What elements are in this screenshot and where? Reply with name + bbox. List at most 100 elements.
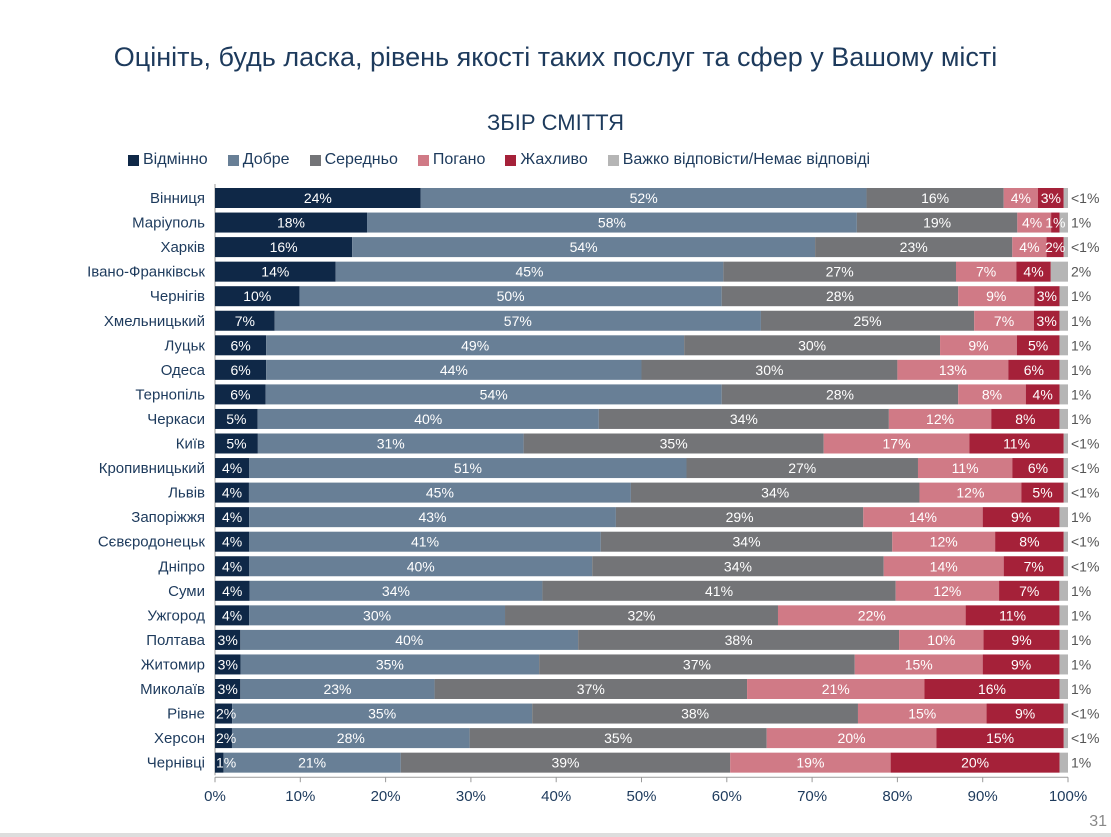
bar-segment [1003, 188, 1038, 208]
bar-segment [982, 507, 1060, 528]
data-label: 28% [337, 730, 365, 746]
data-label: 52% [630, 190, 658, 206]
data-label: 16% [978, 681, 1006, 697]
data-label: 11% [952, 460, 979, 476]
category-label: Тернопіль [135, 386, 205, 403]
data-label: 34% [730, 411, 758, 427]
data-label: 30% [755, 362, 783, 378]
data-label: 6% [230, 362, 250, 378]
data-label: 1% [1071, 681, 1091, 697]
data-label: 7% [235, 313, 255, 329]
x-tick-label: 100% [1049, 788, 1087, 805]
data-label: 4% [1022, 215, 1042, 231]
data-label: 37% [577, 681, 605, 697]
bar-segment [249, 556, 593, 577]
category-label: Кропивницький [99, 460, 205, 477]
data-label: 35% [376, 656, 404, 672]
bar-segment [215, 433, 258, 454]
bar-segment [215, 188, 421, 208]
bar-segment [352, 237, 816, 258]
data-label: 1% [1071, 215, 1091, 231]
legend-swatch [128, 154, 139, 166]
data-label: 34% [382, 583, 410, 599]
bar-segment [1059, 752, 1068, 773]
bar-segment [747, 679, 925, 699]
data-label: 1% [1071, 362, 1091, 378]
data-label: 20% [961, 755, 989, 771]
bar-segment [1017, 212, 1052, 233]
bar-segment [1063, 458, 1068, 479]
legend-label: Жахливо [520, 151, 588, 168]
bar-segment [892, 531, 996, 552]
bar-segment [232, 703, 533, 724]
data-label: 34% [761, 485, 789, 501]
data-label: 2% [1045, 239, 1065, 255]
data-label: 1% [1071, 583, 1091, 599]
data-label: 37% [683, 656, 711, 672]
bar-segment [1063, 188, 1068, 208]
bar-segment [721, 286, 959, 307]
bar-segment [223, 752, 401, 773]
category-label: Ужгород [147, 607, 205, 624]
bar-segment [215, 629, 241, 650]
data-label: 8% [1019, 534, 1039, 550]
data-label: 1% [1071, 288, 1091, 304]
category-label: Київ [176, 436, 205, 453]
data-label: 4% [222, 583, 242, 599]
bar-segment [1063, 482, 1068, 503]
bar-segment [999, 580, 1060, 601]
bar-segment [1059, 286, 1068, 307]
data-label: 22% [858, 607, 886, 623]
legend-swatch [227, 154, 239, 166]
bar-segment [215, 212, 368, 233]
data-label: 2% [216, 706, 236, 722]
data-label: 3% [1037, 313, 1057, 329]
bar-segment [1063, 237, 1068, 258]
bar-segment [1063, 556, 1068, 577]
legend-swatch [309, 154, 321, 166]
bar-segment [249, 605, 506, 626]
category-label: Вінниця [150, 190, 205, 207]
x-tick-label: 0% [204, 788, 226, 805]
data-label: 5% [1028, 337, 1048, 353]
data-label: 16% [270, 239, 298, 255]
data-label: 1% [1045, 215, 1065, 231]
data-label: 9% [1011, 656, 1031, 672]
bar-segment [1059, 212, 1068, 233]
bar-segment [1050, 261, 1068, 282]
bar-segment [215, 237, 353, 258]
bar-segment [257, 408, 599, 429]
data-label: 9% [1011, 632, 1031, 648]
bar-segment [1059, 605, 1068, 626]
bar-segment [274, 310, 761, 331]
bar-segment [856, 212, 1018, 233]
bar-segment [1016, 335, 1060, 356]
data-label: 7% [976, 264, 996, 280]
category-label: Хмельницький [104, 313, 205, 330]
data-label: 8% [1015, 411, 1035, 427]
bar-segment [215, 654, 241, 675]
bar-segment [766, 728, 937, 749]
data-label: 30% [798, 337, 826, 353]
data-label: 49% [461, 337, 489, 353]
data-label: 29% [726, 509, 754, 525]
data-label: 2% [216, 730, 236, 746]
bar-segment [641, 359, 898, 380]
data-label: 34% [724, 558, 752, 574]
category-label: Маріуполь [132, 215, 205, 232]
data-label: 45% [426, 485, 454, 501]
category-label: Рівне [167, 706, 205, 723]
data-label: 25% [854, 313, 882, 329]
data-label: 1% [1071, 755, 1091, 771]
bar-segment [400, 752, 731, 773]
data-label: <1% [1071, 460, 1099, 476]
data-label: 16% [921, 190, 949, 206]
x-tick-label: 20% [371, 788, 401, 805]
data-label: 12% [956, 485, 984, 501]
data-label: 21% [298, 755, 326, 771]
bar-segment [1063, 433, 1068, 454]
bar-segment [888, 408, 992, 429]
category-label: Полтава [146, 632, 205, 649]
data-label: 34% [733, 534, 761, 550]
data-label: 32% [627, 607, 655, 623]
